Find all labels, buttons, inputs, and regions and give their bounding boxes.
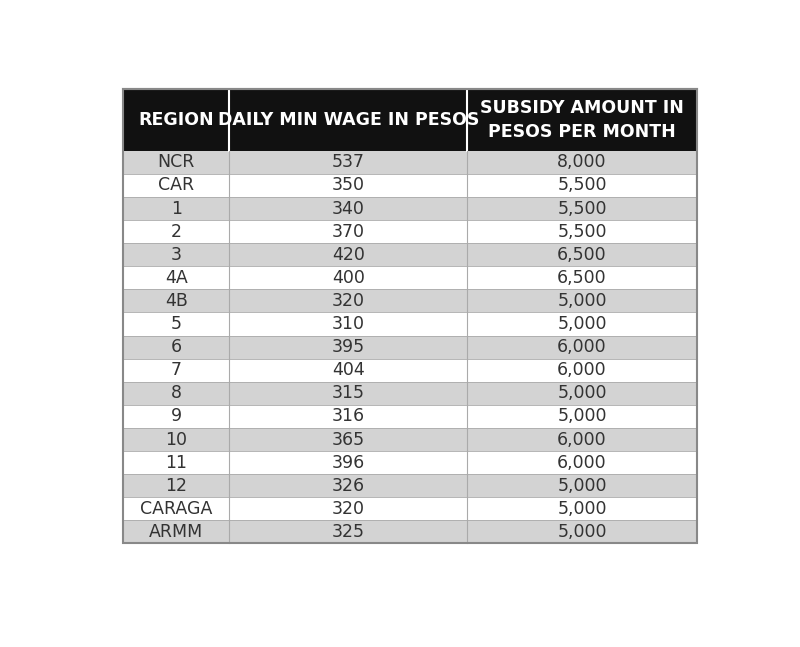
Text: REGION: REGION: [138, 111, 214, 129]
Text: 400: 400: [332, 269, 365, 287]
Text: 5: 5: [170, 315, 182, 333]
Bar: [123, 151, 697, 174]
Text: 10: 10: [166, 430, 187, 448]
Text: 326: 326: [332, 477, 365, 495]
Bar: [123, 89, 697, 151]
Text: 5,000: 5,000: [558, 408, 606, 426]
Bar: [123, 313, 697, 336]
Text: 6: 6: [170, 338, 182, 356]
Text: 2: 2: [170, 223, 182, 241]
Text: 8,000: 8,000: [558, 153, 606, 171]
Text: CARAGA: CARAGA: [140, 500, 213, 518]
Text: 350: 350: [332, 177, 365, 195]
Text: 5,500: 5,500: [558, 199, 606, 217]
Bar: [123, 267, 697, 289]
Text: SUBSIDY AMOUNT IN
PESOS PER MONTH: SUBSIDY AMOUNT IN PESOS PER MONTH: [480, 99, 684, 141]
Text: 370: 370: [332, 223, 365, 241]
Text: 6,000: 6,000: [558, 454, 607, 472]
Text: 4A: 4A: [165, 269, 188, 287]
Text: 6,000: 6,000: [558, 361, 607, 379]
Bar: [123, 382, 697, 405]
Text: 5,500: 5,500: [558, 223, 606, 241]
Text: 325: 325: [332, 523, 365, 541]
Bar: [123, 474, 697, 498]
Text: 5,000: 5,000: [558, 315, 606, 333]
Text: 6,500: 6,500: [558, 269, 607, 287]
Bar: [123, 498, 697, 520]
Text: 6,500: 6,500: [558, 246, 607, 264]
Bar: [123, 428, 697, 451]
Text: 396: 396: [332, 454, 365, 472]
Text: 5,000: 5,000: [558, 523, 606, 541]
Text: 537: 537: [332, 153, 365, 171]
Bar: [123, 289, 697, 313]
Bar: [123, 520, 697, 543]
Text: 5,000: 5,000: [558, 477, 606, 495]
Text: 315: 315: [332, 384, 365, 402]
Text: 6,000: 6,000: [558, 338, 607, 356]
Bar: [123, 174, 697, 197]
Bar: [123, 358, 697, 382]
Text: ARMM: ARMM: [149, 523, 203, 541]
Text: NCR: NCR: [158, 153, 195, 171]
Bar: [123, 197, 697, 220]
Text: 4B: 4B: [165, 292, 188, 310]
Text: 12: 12: [166, 477, 187, 495]
Text: 11: 11: [166, 454, 187, 472]
Bar: [123, 243, 697, 267]
Bar: [123, 405, 697, 428]
Bar: [123, 336, 697, 358]
Text: 8: 8: [170, 384, 182, 402]
Text: 7: 7: [170, 361, 182, 379]
Text: 5,500: 5,500: [558, 177, 606, 195]
Text: 3: 3: [170, 246, 182, 264]
Text: 320: 320: [332, 500, 365, 518]
Text: 6,000: 6,000: [558, 430, 607, 448]
Text: 316: 316: [332, 408, 365, 426]
Text: 395: 395: [332, 338, 365, 356]
Bar: [123, 451, 697, 474]
Text: 365: 365: [332, 430, 365, 448]
Text: 310: 310: [332, 315, 365, 333]
Text: 340: 340: [332, 199, 365, 217]
Text: 420: 420: [332, 246, 365, 264]
Text: 404: 404: [332, 361, 365, 379]
Text: CAR: CAR: [158, 177, 194, 195]
Text: 5,000: 5,000: [558, 384, 606, 402]
Text: 9: 9: [170, 408, 182, 426]
Bar: [123, 220, 697, 243]
Text: 5,000: 5,000: [558, 500, 606, 518]
Text: 5,000: 5,000: [558, 292, 606, 310]
Text: 1: 1: [170, 199, 182, 217]
Text: DAILY MIN WAGE IN PESOS: DAILY MIN WAGE IN PESOS: [218, 111, 479, 129]
Text: 320: 320: [332, 292, 365, 310]
